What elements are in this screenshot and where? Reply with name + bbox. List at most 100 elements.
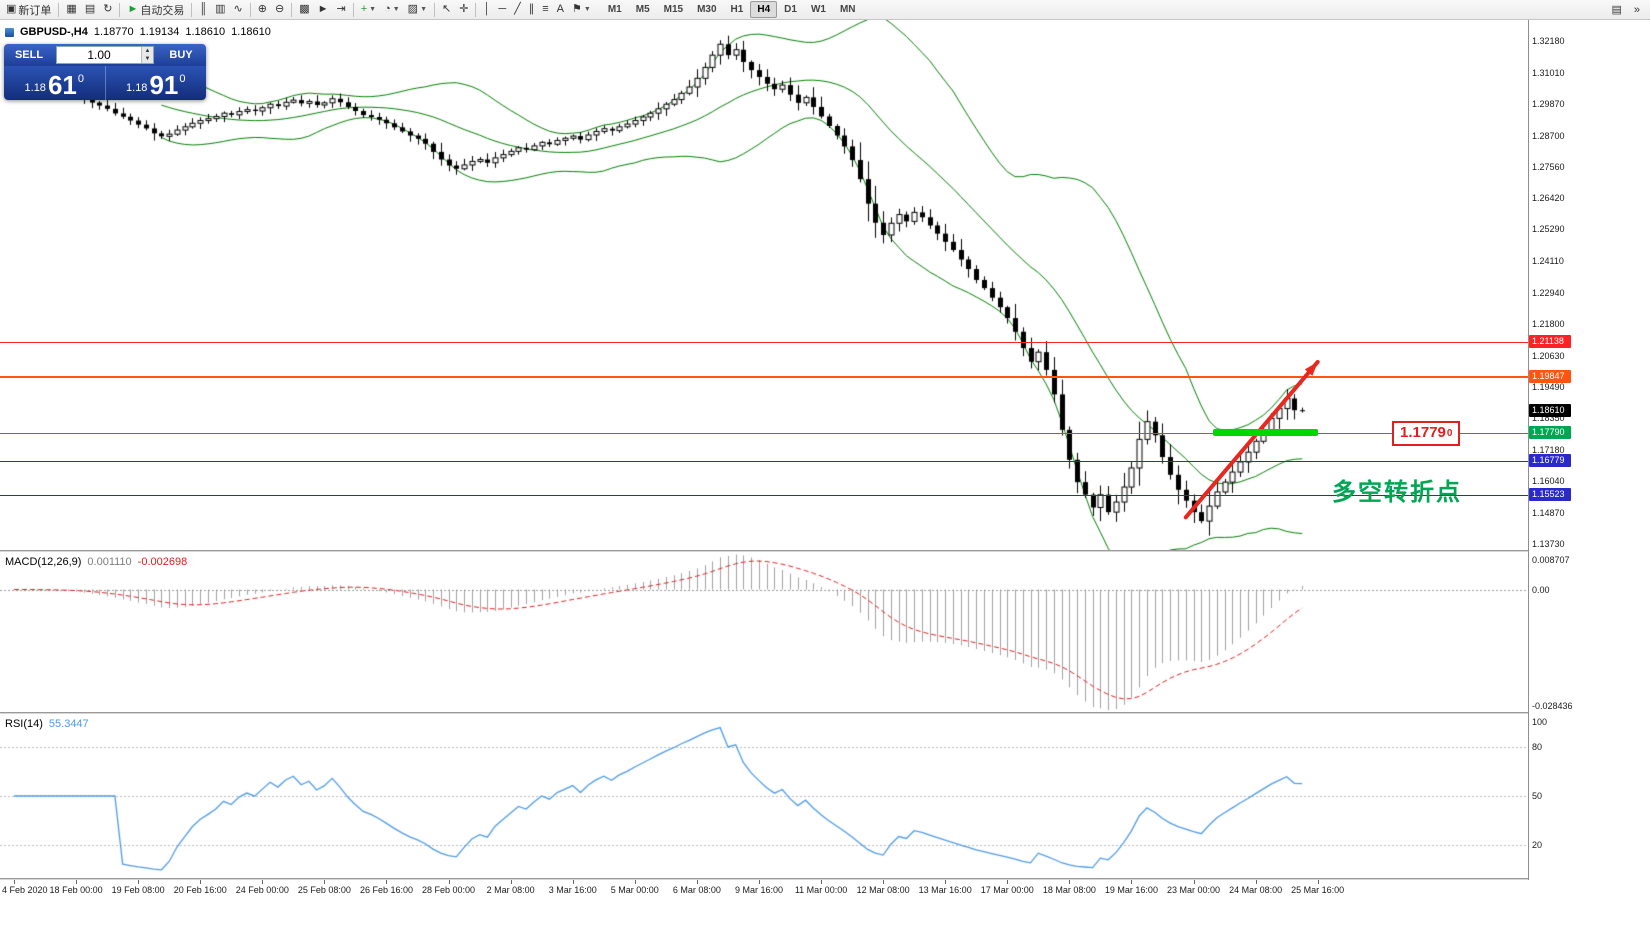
rsi-scale-label: 50 [1532,791,1543,801]
price-scale-label: 1.24110 [1532,255,1564,266]
rsi-canvas[interactable] [0,714,1528,878]
volume-input[interactable] [57,47,141,63]
time-axis-label: 24 Mar 08:00 [1229,885,1283,895]
price-callout[interactable]: 1.1779 0 [1392,421,1461,447]
horizontal-line-icon[interactable]: ─ [494,1,510,19]
current-price-tag: 1.18610 [1529,403,1571,417]
auto-scroll-icon[interactable]: ► [314,1,333,19]
toolbar-groups: ▣ 新订单 ▦ ▤ ↻ ► 自动交易 ║ ▥ ∿ ⊕ ⊖ ▩ ► ⇥ + ▼ ◔ ▼ ▨ ▼ ↖ ✛ │ ─ ╱ ∥ ≡ A ⚑ ▼ [2,1,595,19]
channel-icon[interactable]: ∥ [525,1,539,19]
time-axis-label: 2 Mar 08:00 [486,885,535,895]
close-value: 1.18610 [231,26,271,38]
fibonacci-icon[interactable]: ≡ [538,1,552,19]
timeframe-m30[interactable]: M30 [690,1,723,18]
timeframe-mn[interactable]: MN [833,1,863,18]
timeframe-m1[interactable]: M1 [601,1,629,18]
trendline-icon[interactable]: ╱ [510,1,525,19]
new-order-button[interactable]: ▣ 新订单 [2,1,55,19]
time-tick [1194,880,1195,884]
time-axis-label: 28 Feb 00:00 [422,885,476,895]
bar-chart-icon[interactable]: ║ [195,1,211,19]
macd-header: MACD(12,26,9) 0.001110 -0.002698 [5,556,187,568]
price-chart-canvas[interactable] [0,20,1528,550]
toolbar-separator [352,2,354,17]
macd-canvas[interactable] [0,552,1528,712]
time-axis-label: 5 Mar 00:00 [610,885,659,895]
time-axis-label: 25 Feb 08:00 [297,885,351,895]
window-list-icon[interactable]: ▤ [1607,1,1625,19]
chart-windows-icon[interactable]: ▦ [62,1,80,19]
text-icon[interactable]: A [553,1,568,19]
toolbar-separator [249,2,251,17]
profiles-icon[interactable]: ▤ [81,1,99,19]
price-line-tag-1.21138: 1.21138 [1529,334,1571,348]
arrow-objects-dropdown[interactable]: ⚑ ▼ [568,1,595,19]
timeframe-d1[interactable]: D1 [777,1,804,18]
autotrading-button[interactable]: ► 自动交易 [123,1,188,19]
rsi-title: RSI(14) [5,718,43,730]
more-commands-icon[interactable]: » [1630,1,1644,19]
price-scale-label: 1.13730 [1532,538,1565,549]
timeframe-m5[interactable]: M5 [629,1,657,18]
vertical-line-icon[interactable]: │ [479,1,494,19]
candlestick-chart-icon[interactable]: ▥ [211,1,229,19]
time-tick [138,880,139,884]
cursor-icon[interactable]: ↖ [438,1,455,19]
price-line-1.21138[interactable] [0,341,1528,343]
time-tick [1007,880,1008,884]
rsi-scale-label: 20 [1532,840,1543,851]
support-highlight-segment[interactable] [1212,429,1318,437]
price-line-tag-1.16779: 1.16779 [1529,453,1571,467]
price-line-1.16779[interactable] [0,460,1528,462]
tile-windows-icon[interactable]: ▩ [295,1,313,19]
buy-button[interactable]: 1.18 91 0 [106,66,207,100]
low-value: 1.18610 [185,26,226,38]
templates-dropdown-caret: ▼ [420,6,428,13]
time-tick [821,880,822,884]
timeframe-w1[interactable]: W1 [804,1,833,18]
indicators-dropdown[interactable]: + ▼ [357,1,380,19]
price-scale-label: 1.31010 [1532,67,1565,78]
time-axis-label: 23 Mar 00:00 [1166,885,1221,895]
time-axis-label: 13 Mar 16:00 [918,885,972,895]
periods-dropdown[interactable]: ◔ ▼ [380,1,404,19]
time-tick [14,880,15,884]
zoom-in-icon[interactable]: ⊕ [254,1,271,19]
chart-shift-icon[interactable]: ⇥ [332,1,349,19]
annotation-text[interactable]: 多空转折点 [1332,479,1462,506]
templates-dropdown[interactable]: ▨ ▼ [404,1,431,19]
rsi-scale-label: 100 [1532,717,1548,727]
toolbar-separator [475,2,477,17]
sell-button[interactable]: 1.18 61 0 [4,66,106,100]
arrow-objects-dropdown-caret: ▼ [583,6,591,13]
price-line-1.17790[interactable] [0,433,1528,435]
price-line-1.15523[interactable] [0,494,1528,496]
time-axis-label: 24 Feb 00:00 [235,885,289,895]
price-scale-label: 1.20630 [1532,350,1565,361]
time-axis-label: 26 Feb 16:00 [359,885,413,895]
volume-down-button[interactable]: ▼ [142,55,153,63]
price-scale-label: 1.19490 [1532,381,1565,392]
timeframe-m15[interactable]: M15 [657,1,690,18]
crosshair-icon[interactable]: ✛ [455,1,472,19]
price-axis[interactable]: 1.32180 1.31010 1.29870 1.28700 1.27560 1.264… [1528,20,1650,880]
price-line-1.19847[interactable] [0,376,1528,379]
price-line-tag-1.17790: 1.17790 [1529,426,1571,440]
timeframe-h4[interactable]: H4 [750,1,778,18]
price-scale-label: 1.28700 [1532,130,1565,141]
time-tick [1131,880,1132,884]
line-chart-icon[interactable]: ∿ [230,1,247,19]
refresh-icon[interactable]: ↻ [99,1,116,19]
time-axis-label: 19 Mar 16:00 [1104,885,1158,895]
time-tick [1318,880,1319,884]
volume-up-button[interactable]: ▲ [142,47,153,55]
time-axis[interactable]: 4 Feb 2020 18 Feb 00:00 19 Feb 08:00 20 Feb… [0,880,1650,941]
timeframe-h1[interactable]: H1 [724,1,751,18]
time-axis-label: 9 Mar 16:00 [734,885,783,895]
time-tick [386,880,387,884]
zoom-out-icon[interactable]: ⊖ [271,1,288,19]
panel-divider [0,712,1650,714]
time-tick [511,880,512,884]
